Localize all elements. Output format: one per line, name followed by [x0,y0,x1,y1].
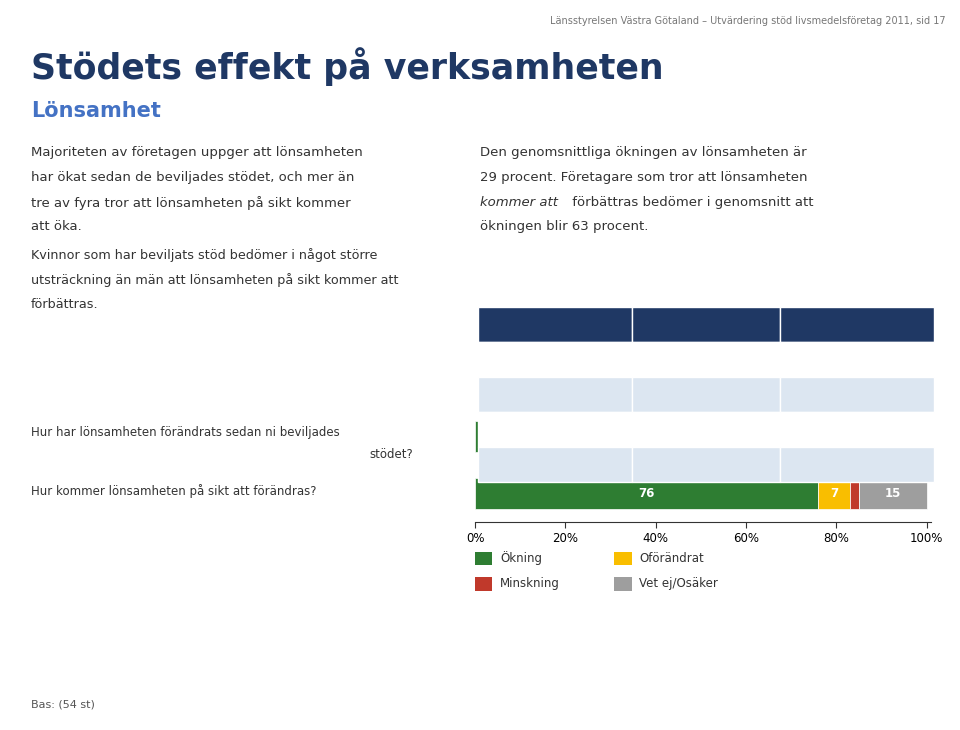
Text: förbättras.: förbättras. [31,298,98,311]
Text: stödet?: stödet? [369,447,413,461]
Text: 76: 76 [638,487,655,500]
Bar [859,478,926,510]
Text: 100%: 100% [688,458,724,471]
Text: Framtida ökning: Framtida ökning [801,318,914,331]
Bar [475,478,818,510]
Text: 29%: 29% [692,353,720,366]
Text: att öka.: att öka. [31,220,82,234]
Text: Kvinnor som har beviljats stöd bedömer i något större: Kvinnor som har beviljats stöd bedömer i… [31,248,377,262]
Text: har ökat sedan de beviljades stödet, och mer än: har ökat sedan de beviljades stödet, och… [31,171,354,184]
Text: Medelvärde: Medelvärde [486,353,568,366]
Text: Hur har lönsamheten förändrats sedan ni beviljades: Hur har lönsamheten förändrats sedan ni … [31,426,340,439]
Bar [863,421,931,453]
Text: Median: Median [486,388,537,401]
Bar [850,478,859,510]
Text: 17: 17 [799,430,815,443]
Text: Min: Min [486,423,511,436]
Text: Ökning: Ökning [500,551,542,566]
Text: utsträckning än män att lönsamheten på sikt kommer att: utsträckning än män att lönsamheten på s… [31,273,398,287]
Text: 15: 15 [889,430,905,443]
Text: 5%: 5% [696,423,716,436]
Bar [846,421,863,453]
Text: 20%: 20% [692,388,720,401]
Text: 63%: 63% [844,353,871,366]
Bar [818,478,850,510]
Text: förbättras bedömer i genomsnitt att: förbättras bedömer i genomsnitt att [568,196,814,209]
Text: ökningen blir 63 procent.: ökningen blir 63 procent. [480,220,648,234]
Text: Hur kommer lönsamheten på sikt att förändras?: Hur kommer lönsamheten på sikt att förän… [31,484,316,499]
Bar [769,421,846,453]
Text: Majoriteten av företagen uppger att lönsamheten: Majoriteten av företagen uppger att löns… [31,146,363,159]
Text: 4: 4 [851,430,858,443]
Text: Minskning: Minskning [500,577,560,591]
Text: 7%: 7% [848,423,867,436]
Text: Länsstyrelsen Västra Götaland – Utvärdering stöd livsmedelsföretag 2011, sid 17: Länsstyrelsen Västra Götaland – Utvärder… [550,16,946,26]
Bar [475,421,769,453]
Text: 15: 15 [884,487,901,500]
Text: Bas: 41 st: Bas: 41 st [831,491,883,501]
Text: 50%: 50% [843,388,872,401]
Text: Vet ej/Osäker: Vet ej/Osäker [639,577,718,591]
Text: Bas: 35 st: Bas: 35 st [680,491,732,501]
Text: Lönsamhet: Lönsamhet [31,101,160,120]
Text: 65: 65 [613,430,630,443]
Text: Faktisk ökning: Faktisk ökning [656,318,756,331]
Text: kommer att: kommer att [480,196,558,209]
Text: 450%: 450% [839,458,876,471]
Text: 29 procent. Företagare som tror att lönsamheten: 29 procent. Företagare som tror att löns… [480,171,807,184]
Text: Den genomsnittliga ökningen av lönsamheten är: Den genomsnittliga ökningen av lönsamhet… [480,146,806,159]
Text: Max: Max [486,458,515,471]
Text: tre av fyra tror att lönsamheten på sikt kommer: tre av fyra tror att lönsamheten på sikt… [31,196,350,210]
Text: 7: 7 [830,487,838,500]
Text: Bas: (54 st): Bas: (54 st) [31,699,95,710]
Text: Oförändrat: Oförändrat [639,552,704,565]
Text: Stödets effekt på verksamheten: Stödets effekt på verksamheten [31,47,663,86]
